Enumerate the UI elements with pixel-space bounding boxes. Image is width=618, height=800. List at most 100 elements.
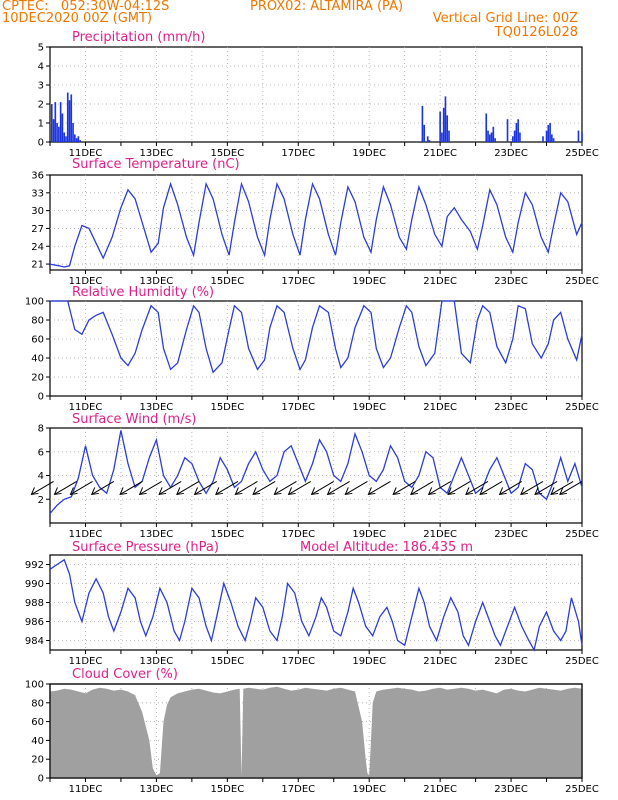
wind-arrow (90, 481, 115, 496)
wind-arrow-shaft (368, 481, 391, 495)
panel-3: 2 4 6 8 11DEC 13DEC 15DEC 17DEC 19DEC 21DEC 23DEC 2… (30, 412, 599, 540)
x-tick-label: 23DEC (494, 402, 528, 413)
precip-bar (487, 130, 489, 142)
panel-frame (49, 46, 583, 143)
x-tick-label: 21DEC (423, 148, 457, 159)
wind-arrow (69, 481, 93, 496)
precip-bar (52, 119, 55, 142)
panel-frame-top (49, 683, 583, 779)
precip-bar (74, 134, 76, 142)
y-tick-label: 40 (31, 736, 44, 747)
precip-bar (79, 140, 81, 142)
x-tick-label: 21DEC (423, 276, 457, 287)
panel-title: Precipitation (mm/h) (72, 30, 205, 45)
precip-bar (517, 119, 519, 142)
y-tick-label: 5 (38, 43, 44, 54)
wind-arrow (344, 481, 368, 496)
x-tick-label: 13DEC (140, 656, 174, 667)
x-tick-label: 13DEC (140, 276, 174, 287)
wind-arrow (479, 481, 503, 496)
x-tick-label: 23DEC (494, 656, 528, 667)
precip-bar (506, 119, 509, 142)
y-tick-label: 4 (38, 471, 44, 482)
y-tick-label: 20 (31, 755, 44, 766)
x-tick-label: 21DEC (423, 784, 457, 795)
x-tick-label: 17DEC (281, 276, 315, 287)
wind-arrow-shaft (176, 481, 200, 495)
precip-bar (552, 138, 555, 142)
y-tick-label: 6 (38, 447, 44, 458)
panel-title: Cloud Cover (%) (72, 667, 178, 682)
header-location: CPTEC: 052:30W-04:12S (2, 0, 170, 14)
x-tick-label: 13DEC (140, 402, 174, 413)
x-tick-label: 15DEC (210, 784, 244, 795)
panel-title: Surface Wind (m/s) (72, 412, 196, 427)
x-tick-label: 21DEC (423, 656, 457, 667)
wind-arrow-head (392, 487, 401, 496)
y-tick-label: 24 (31, 242, 44, 253)
wind-arrow-shaft (54, 481, 77, 495)
y-tick-label: 80 (31, 698, 44, 709)
x-tick-label: 15DEC (210, 402, 244, 413)
header-date: 10DEC2020 00Z (GMT) (2, 11, 153, 26)
y-tick-label: 60 (31, 335, 44, 346)
x-tick-label: 23DEC (494, 148, 528, 159)
precip-bar (59, 102, 62, 142)
y-tick-label: 0 (38, 392, 44, 403)
wind-arrow-head (287, 487, 296, 496)
precip-bar (68, 100, 71, 142)
wind-arrow (158, 481, 182, 496)
panel-title: Surface Pressure (hPa) (72, 540, 219, 555)
precip-bar (423, 124, 425, 142)
precip-bar (549, 123, 551, 142)
precip-bar (421, 105, 424, 142)
wind-arrow-shaft (447, 481, 471, 495)
wind-arrow-shaft (327, 481, 350, 495)
wind-arrow-shaft (31, 481, 54, 495)
precip-bar (448, 130, 450, 142)
series-line (49, 558, 583, 652)
wind-arrow-shaft (274, 481, 297, 495)
precip-bar (72, 123, 74, 142)
precip-bar (519, 132, 521, 142)
panel-title: Relative Humidity (%) (72, 285, 214, 300)
x-tick-label: 17DEC (281, 529, 315, 540)
wind-arrow (550, 481, 574, 496)
wind-arrow-head (465, 487, 473, 496)
x-tick-label: 23DEC (494, 276, 528, 287)
wind-arrow-shaft (520, 481, 544, 495)
wind-arrow-shaft (410, 481, 434, 495)
precip-bar (442, 107, 445, 142)
precip-bar (488, 134, 491, 142)
precip-bar (441, 132, 443, 142)
x-tick-label: 11DEC (69, 656, 103, 667)
wind-arrow-head (30, 487, 39, 496)
wind-arrow-head (550, 487, 559, 496)
wind-arrow-shaft (139, 481, 162, 495)
y-tick-label: 100 (25, 297, 44, 308)
wind-arrow (534, 481, 558, 496)
x-tick-label: 17DEC (281, 656, 315, 667)
precip-bar (77, 136, 80, 142)
x-tick-label: 25DEC (565, 656, 599, 667)
wind-arrow-shaft (428, 481, 452, 495)
wind-arrow-head (90, 487, 99, 496)
y-tick-label: 2 (38, 100, 44, 111)
series-line (49, 181, 583, 268)
series-line (49, 430, 583, 514)
y-tick-label: 0 (38, 774, 44, 785)
precip-bar (446, 115, 449, 142)
precip-bar (428, 140, 431, 142)
wind-arrow-shaft (499, 481, 522, 495)
wind-arrow-head (534, 487, 543, 496)
x-tick-label: 13DEC (140, 784, 174, 795)
cloud-area (50, 686, 582, 778)
wind-arrow (53, 481, 77, 496)
wind-arrow-shaft (311, 481, 334, 495)
y-tick-label: 20 (31, 373, 44, 384)
precip-bar (542, 136, 544, 142)
x-tick-label: 19DEC (352, 402, 386, 413)
wind-arrow-head (310, 487, 319, 496)
precip-bar (54, 102, 57, 142)
precip-bar (551, 134, 553, 142)
